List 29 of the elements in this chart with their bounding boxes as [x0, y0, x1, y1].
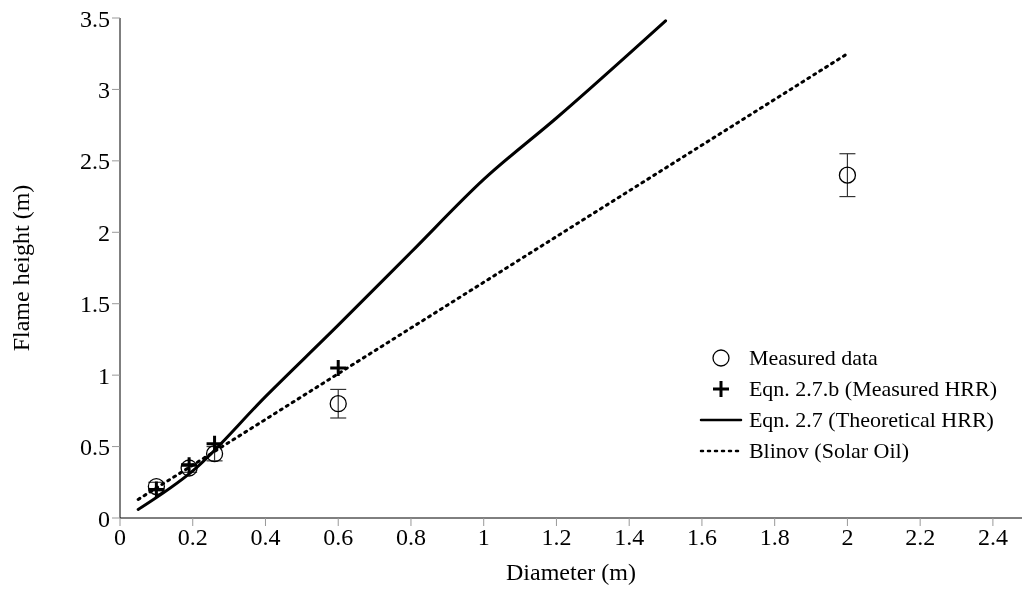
y-tick-label: 2 — [98, 219, 110, 246]
x-axis-title: Diameter (m) — [506, 559, 636, 585]
x-tick-label: 1.2 — [541, 524, 572, 551]
x-tick-label: 0.4 — [250, 524, 281, 551]
y-tick-label: 3.5 — [80, 5, 110, 32]
x-tick-label: 2.4 — [977, 524, 1008, 551]
y-tick-label: 0 — [98, 505, 110, 532]
y-tick-label: 0.5 — [80, 434, 110, 461]
point — [329, 395, 347, 413]
y-tick-label: 1.5 — [80, 291, 110, 318]
x-tick-label: 0.2 — [177, 524, 208, 551]
point — [838, 166, 857, 184]
x-tick-label: 0.8 — [395, 524, 426, 551]
x-tick-label: 1.4 — [614, 524, 645, 551]
x-tick-label: 1.8 — [759, 524, 790, 551]
legend-label: Measured data — [748, 344, 878, 372]
x-tick-label: 2 — [841, 524, 854, 551]
legend-label: Eqn. 2.7 (Theoretical HRR) — [748, 406, 994, 434]
point — [328, 358, 348, 378]
x-tick-label: 0.6 — [323, 524, 354, 551]
y-axis-title: Flame height (m) — [7, 184, 34, 352]
x-tick-label: 1.6 — [686, 524, 717, 551]
legend-label: Blinov (Solar Oil) — [748, 437, 910, 465]
y-tick-label: 2.5 — [80, 148, 110, 175]
x-tick-label: 1 — [477, 524, 490, 551]
y-tick-label: 3 — [98, 76, 110, 103]
x-tick-label: 2.2 — [905, 524, 936, 551]
y-tick-label: 1 — [98, 362, 110, 389]
legend-label: Eqn. 2.7.b (Measured HRR) — [748, 375, 997, 403]
